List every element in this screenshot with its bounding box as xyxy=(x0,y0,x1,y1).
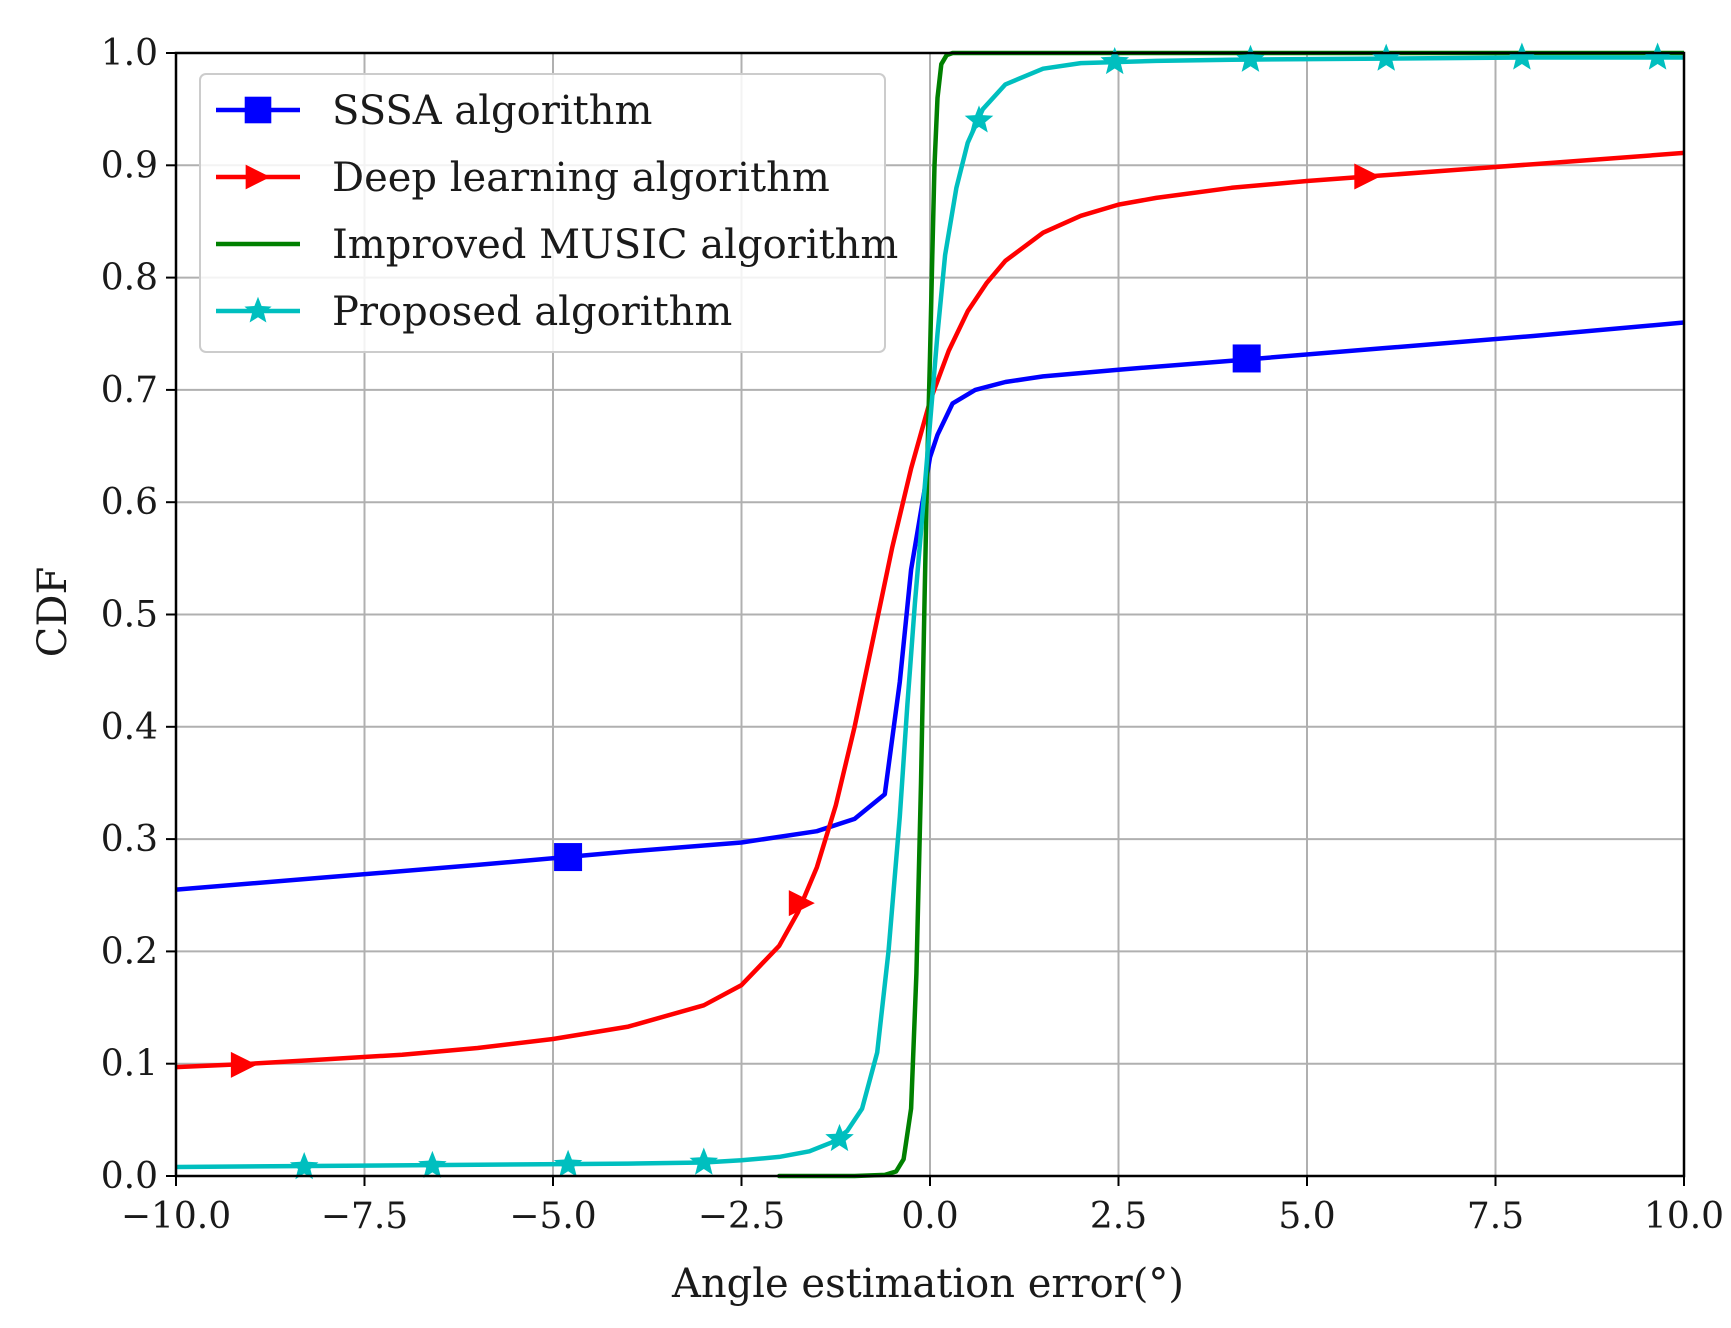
x-tick-label: 2.5 xyxy=(1090,1196,1147,1237)
x-tick-label: 5.0 xyxy=(1278,1196,1335,1237)
legend-marker-deep-learning-algorithm xyxy=(245,164,271,190)
y-tick-label: 0.1 xyxy=(101,1044,158,1085)
data-point-proposed-algorithm xyxy=(1643,42,1672,70)
data-point-deep-learning-algorithm xyxy=(1354,163,1381,190)
y-tick-label: 0.8 xyxy=(101,258,158,299)
data-point-proposed-algorithm xyxy=(825,1123,854,1152)
y-tick-label: 0.6 xyxy=(101,482,158,523)
data-point-proposed-algorithm xyxy=(553,1149,583,1177)
data-point-proposed-algorithm xyxy=(689,1147,719,1175)
x-tick-label: −2.5 xyxy=(698,1196,785,1237)
series-layer xyxy=(176,42,1684,1180)
data-point-proposed-algorithm xyxy=(418,1150,447,1178)
legend-marker-sssa-algorithm xyxy=(244,96,272,124)
data-point-deep-learning-algorithm xyxy=(788,890,815,917)
legend: SSSA algorithm Deep learning algorithm Imp… xyxy=(199,73,898,353)
series-line-deep-learning-algorithm xyxy=(176,150,1684,1070)
y-tick-label: 0.9 xyxy=(101,145,158,186)
x-tick-label: −10.0 xyxy=(121,1196,231,1237)
data-point-proposed-algorithm xyxy=(1371,43,1401,71)
x-tick-label: 7.5 xyxy=(1467,1196,1524,1237)
y-tick-label: 1.0 xyxy=(101,33,158,74)
y-tick-label: 0.0 xyxy=(101,1156,158,1197)
y-axis-label: CDF xyxy=(30,567,76,657)
data-point-proposed-algorithm xyxy=(1100,47,1129,75)
data-point-proposed-algorithm xyxy=(964,105,994,133)
data-point-proposed-algorithm xyxy=(289,1152,319,1180)
y-tick-label: 0.4 xyxy=(101,707,158,748)
y-tick-label: 0.2 xyxy=(101,931,158,972)
ticks: −10.0 −7.5 −5.0 −2.5 0.0 2.5 5.0 7.5 10.0 0.0 0.1 0… xyxy=(101,33,1724,1237)
x-tick-label: 10.0 xyxy=(1644,1196,1724,1237)
legend-label-sssa-algorithm: SSSA algorithm xyxy=(332,88,652,134)
legend-label-improved-music-algorithm: Improved MUSIC algorithm xyxy=(332,222,898,268)
y-tick-label: 0.5 xyxy=(101,595,158,636)
x-axis-label: Angle estimation error(°) xyxy=(671,1261,1184,1307)
data-point-proposed-algorithm xyxy=(1507,42,1537,70)
data-point-sssa-algorithm xyxy=(554,843,583,872)
x-tick-label: 0.0 xyxy=(901,1196,958,1237)
y-tick-label: 0.7 xyxy=(101,370,158,411)
x-tick-label: −7.5 xyxy=(321,1196,408,1237)
data-point-sssa-algorithm xyxy=(1232,344,1261,373)
legend-label-deep-learning-algorithm: Deep learning algorithm xyxy=(332,155,830,201)
legend-label-proposed-algorithm: Proposed algorithm xyxy=(332,289,732,335)
y-tick-label: 0.3 xyxy=(101,819,158,860)
x-tick-label: −5.0 xyxy=(509,1196,596,1237)
legend-marker-proposed-algorithm xyxy=(244,296,272,323)
legend-box xyxy=(199,73,886,353)
series-line-proposed-algorithm xyxy=(176,55,1684,1170)
data-point-proposed-algorithm xyxy=(1236,44,1265,72)
data-point-deep-learning-algorithm xyxy=(230,1051,257,1078)
